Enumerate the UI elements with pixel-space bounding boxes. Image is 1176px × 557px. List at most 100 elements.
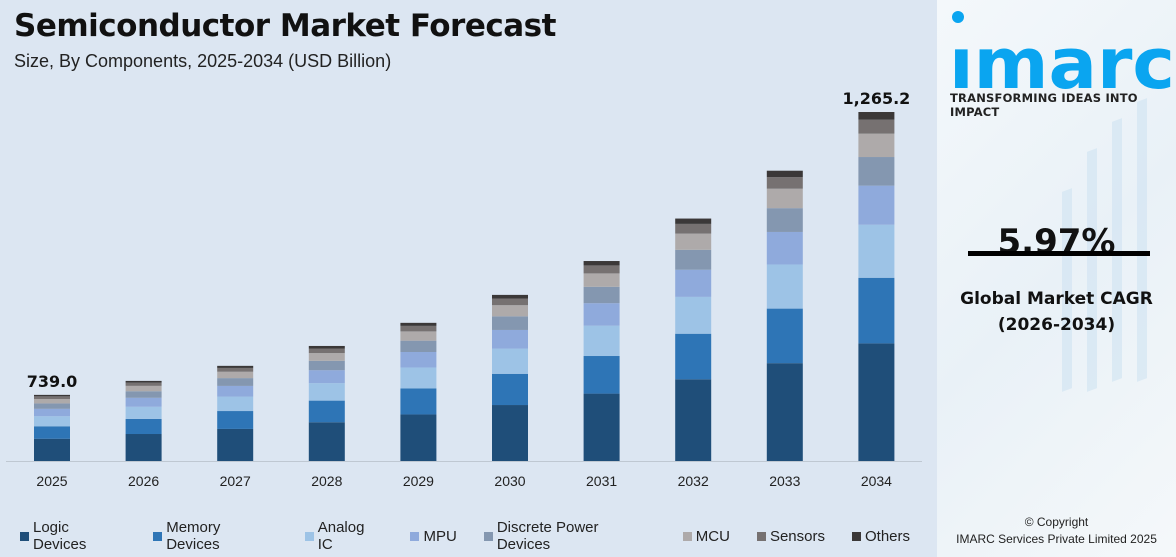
legend-item: Analog IC (304, 519, 384, 553)
copyright: © Copyright IMARC Services Private Limit… (937, 514, 1176, 548)
data-label-2034: 1,265.2 (842, 89, 910, 108)
legend-swatch (756, 531, 766, 541)
bar-segment-mcu-2029 (400, 331, 437, 341)
bar-segment-mpu-2033 (766, 231, 803, 265)
legend-swatch (20, 531, 29, 541)
bar-segment-memory-devices-2027 (217, 411, 254, 429)
bar-segment-mcu-2031 (583, 273, 620, 287)
legend-item: Logic Devices (20, 519, 126, 553)
legend-swatch (410, 531, 420, 541)
bar-segment-discrete-power-devices-2027 (217, 378, 254, 386)
bar-segment-discrete-power-devices-2030 (492, 316, 528, 330)
bar-segment-analog-ic-2029 (400, 367, 437, 389)
bar-segment-memory-devices-2034 (858, 277, 895, 344)
bar-segment-logic-devices-2031 (583, 393, 620, 461)
bar-segment-logic-devices-2034 (858, 343, 895, 461)
bar-segment-analog-ic-2027 (217, 396, 254, 412)
bar-segment-mpu-2034 (858, 185, 895, 225)
stacked-bar-chart: 2025 739.0 2026 2027 2028 2029 2030 2031 2032 203… (6, 89, 922, 489)
cagr-divider (968, 251, 1150, 256)
bar-segment-mcu-2027 (217, 371, 254, 379)
chart-subtitle: Size, By Components, 2025-2034 (USD Bill… (14, 51, 392, 71)
cagr-period: (2026-2034) (997, 315, 1116, 335)
bar-segment-analog-ic-2031 (583, 325, 620, 357)
legend-label: MCU (695, 527, 730, 545)
bar-segment-logic-devices-2027 (217, 428, 254, 461)
legend-label: Sensors (769, 527, 825, 545)
bar-segment-sensors-2028 (308, 348, 345, 354)
legend-swatch (851, 531, 861, 541)
x-tick-label: 2027 (220, 473, 251, 489)
svg-text:ımarc: ımarc (949, 23, 1175, 90)
bar-segment-others-2026 (125, 380, 162, 383)
bar-segment-discrete-power-devices-2026 (125, 391, 162, 398)
bar-segment-sensors-2029 (400, 325, 437, 332)
bar-segment-others-2029 (400, 322, 437, 326)
bar-segment-discrete-power-devices-2033 (766, 208, 803, 232)
bar-segment-memory-devices-2032 (675, 333, 712, 380)
bar-segment-analog-ic-2030 (492, 348, 528, 374)
bar-segment-analog-ic-2032 (675, 296, 712, 334)
bar-segment-sensors-2031 (583, 265, 620, 274)
bar-segment-analog-ic-2026 (125, 406, 162, 419)
bar-segment-analog-ic-2033 (766, 264, 803, 309)
bar-segment-mpu-2026 (125, 397, 162, 407)
bar-segment-discrete-power-devices-2025 (34, 403, 70, 409)
legend-swatch (304, 531, 314, 541)
legend-item: Others (851, 519, 910, 553)
bar-segment-others-2031 (583, 261, 620, 266)
x-tick-label: 2030 (494, 473, 525, 489)
bar-segment-discrete-power-devices-2029 (400, 340, 437, 352)
bar-segment-discrete-power-devices-2034 (858, 157, 895, 186)
bar-segment-logic-devices-2033 (766, 363, 803, 461)
side-panel: ımarc TRANSFORMING IDEAS INTO IMPACT 5.9… (937, 0, 1176, 557)
legend-label: Memory Devices (166, 519, 221, 553)
bar-segment-logic-devices-2029 (400, 414, 437, 461)
bar-segment-discrete-power-devices-2028 (308, 360, 345, 371)
bar-segment-logic-devices-2025 (34, 438, 70, 461)
legend-item: MPU (410, 519, 457, 553)
legend-item: Discrete Power Devices (483, 519, 656, 553)
bar-segment-logic-devices-2030 (492, 405, 528, 461)
cagr-label: Global Market CAGR (2026-2034) (937, 286, 1176, 338)
bar-segment-sensors-2025 (34, 396, 70, 399)
bar-segment-mpu-2028 (308, 370, 345, 384)
bar-segment-mcu-2025 (34, 398, 70, 404)
bar-segment-mpu-2027 (217, 385, 254, 397)
bar-segment-sensors-2033 (766, 177, 803, 189)
bar-segment-mpu-2030 (492, 329, 528, 349)
bar-segment-logic-devices-2026 (125, 434, 162, 461)
cagr-label-text: Global Market CAGR (960, 289, 1153, 309)
data-label-2025: 739.0 (27, 372, 78, 391)
bar-segment-analog-ic-2034 (858, 224, 895, 278)
bar-segment-others-2034 (858, 112, 895, 120)
bar-segment-mcu-2028 (308, 353, 345, 361)
bar-segment-discrete-power-devices-2031 (583, 286, 620, 304)
legend-label: Others (864, 527, 910, 545)
bar-segment-sensors-2034 (858, 119, 895, 134)
legend-item: MCU (682, 519, 730, 553)
bar-segment-analog-ic-2028 (308, 383, 345, 401)
legend: Logic Devices Memory Devices Analog IC MPU D… (20, 519, 937, 553)
bar-segment-memory-devices-2028 (308, 400, 345, 423)
bar-segment-sensors-2030 (492, 298, 528, 306)
bar-segment-memory-devices-2025 (34, 426, 70, 439)
bar-segment-mpu-2032 (675, 269, 712, 297)
bar-segment-others-2030 (492, 294, 528, 299)
x-tick-label: 2028 (311, 473, 342, 489)
bar-segment-memory-devices-2029 (400, 388, 437, 415)
copyright-line1: © Copyright (1024, 515, 1089, 529)
bar-segment-memory-devices-2026 (125, 418, 162, 435)
legend-item: Sensors (756, 519, 825, 553)
legend-swatch (682, 531, 692, 541)
bar-segment-memory-devices-2033 (766, 308, 803, 364)
legend-label: Analog IC (317, 519, 365, 553)
bar-segment-mcu-2032 (675, 233, 712, 250)
chart-title: Semiconductor Market Forecast (14, 8, 556, 44)
x-tick-label: 2034 (861, 473, 892, 489)
tagline: TRANSFORMING IDEAS INTO IMPACT (950, 91, 1138, 119)
legend-item: Memory Devices (153, 519, 278, 553)
cagr-value: 5.97% (997, 222, 1116, 262)
bar-segment-mcu-2033 (766, 188, 803, 209)
x-tick-label: 2032 (678, 473, 709, 489)
